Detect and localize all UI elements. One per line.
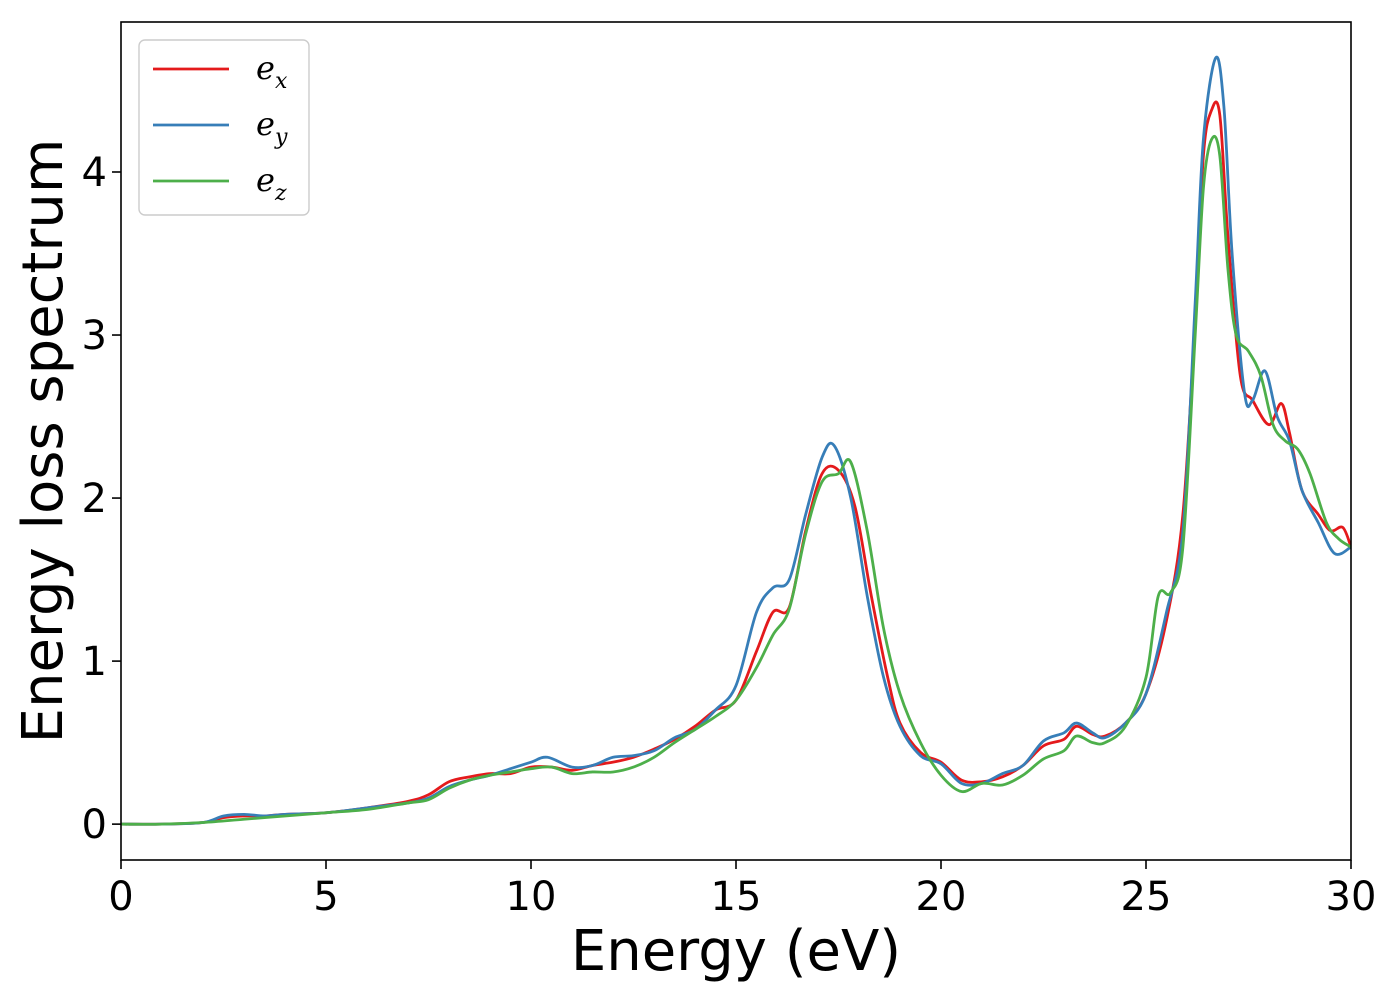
- series-line-ex: [121, 100, 1351, 826]
- x-tick-label: 20: [916, 874, 967, 920]
- y-tick-label: 1: [82, 639, 107, 685]
- y-tick-label: 4: [82, 150, 107, 196]
- legend-label-ez: ez: [256, 161, 287, 206]
- x-axis-label: Energy (eV): [571, 919, 901, 984]
- legend-label-ex: ex: [256, 49, 288, 94]
- y-tick-label: 0: [82, 802, 107, 848]
- x-tick-label: 0: [108, 874, 133, 920]
- x-tick-label: 30: [1326, 874, 1377, 920]
- y-axis-label: Energy loss spectrum: [11, 139, 76, 744]
- legend: ex ey ez: [138, 39, 310, 216]
- x-tick-label: 25: [1121, 874, 1172, 920]
- series-line-ez: [121, 135, 1351, 826]
- legend-label-ey: ey: [256, 105, 288, 150]
- x-tick-label: 15: [711, 874, 762, 920]
- legend-box: [138, 39, 310, 216]
- y-tick-label: 2: [82, 476, 107, 522]
- series-layer: [121, 55, 1351, 826]
- y-axis: 0 1 2 3 4: [82, 150, 121, 848]
- x-axis: 0 5 10 15 20 25 30: [108, 860, 1376, 920]
- x-tick-label: 10: [506, 874, 557, 920]
- y-tick-label: 3: [82, 313, 107, 359]
- x-tick-label: 5: [313, 874, 338, 920]
